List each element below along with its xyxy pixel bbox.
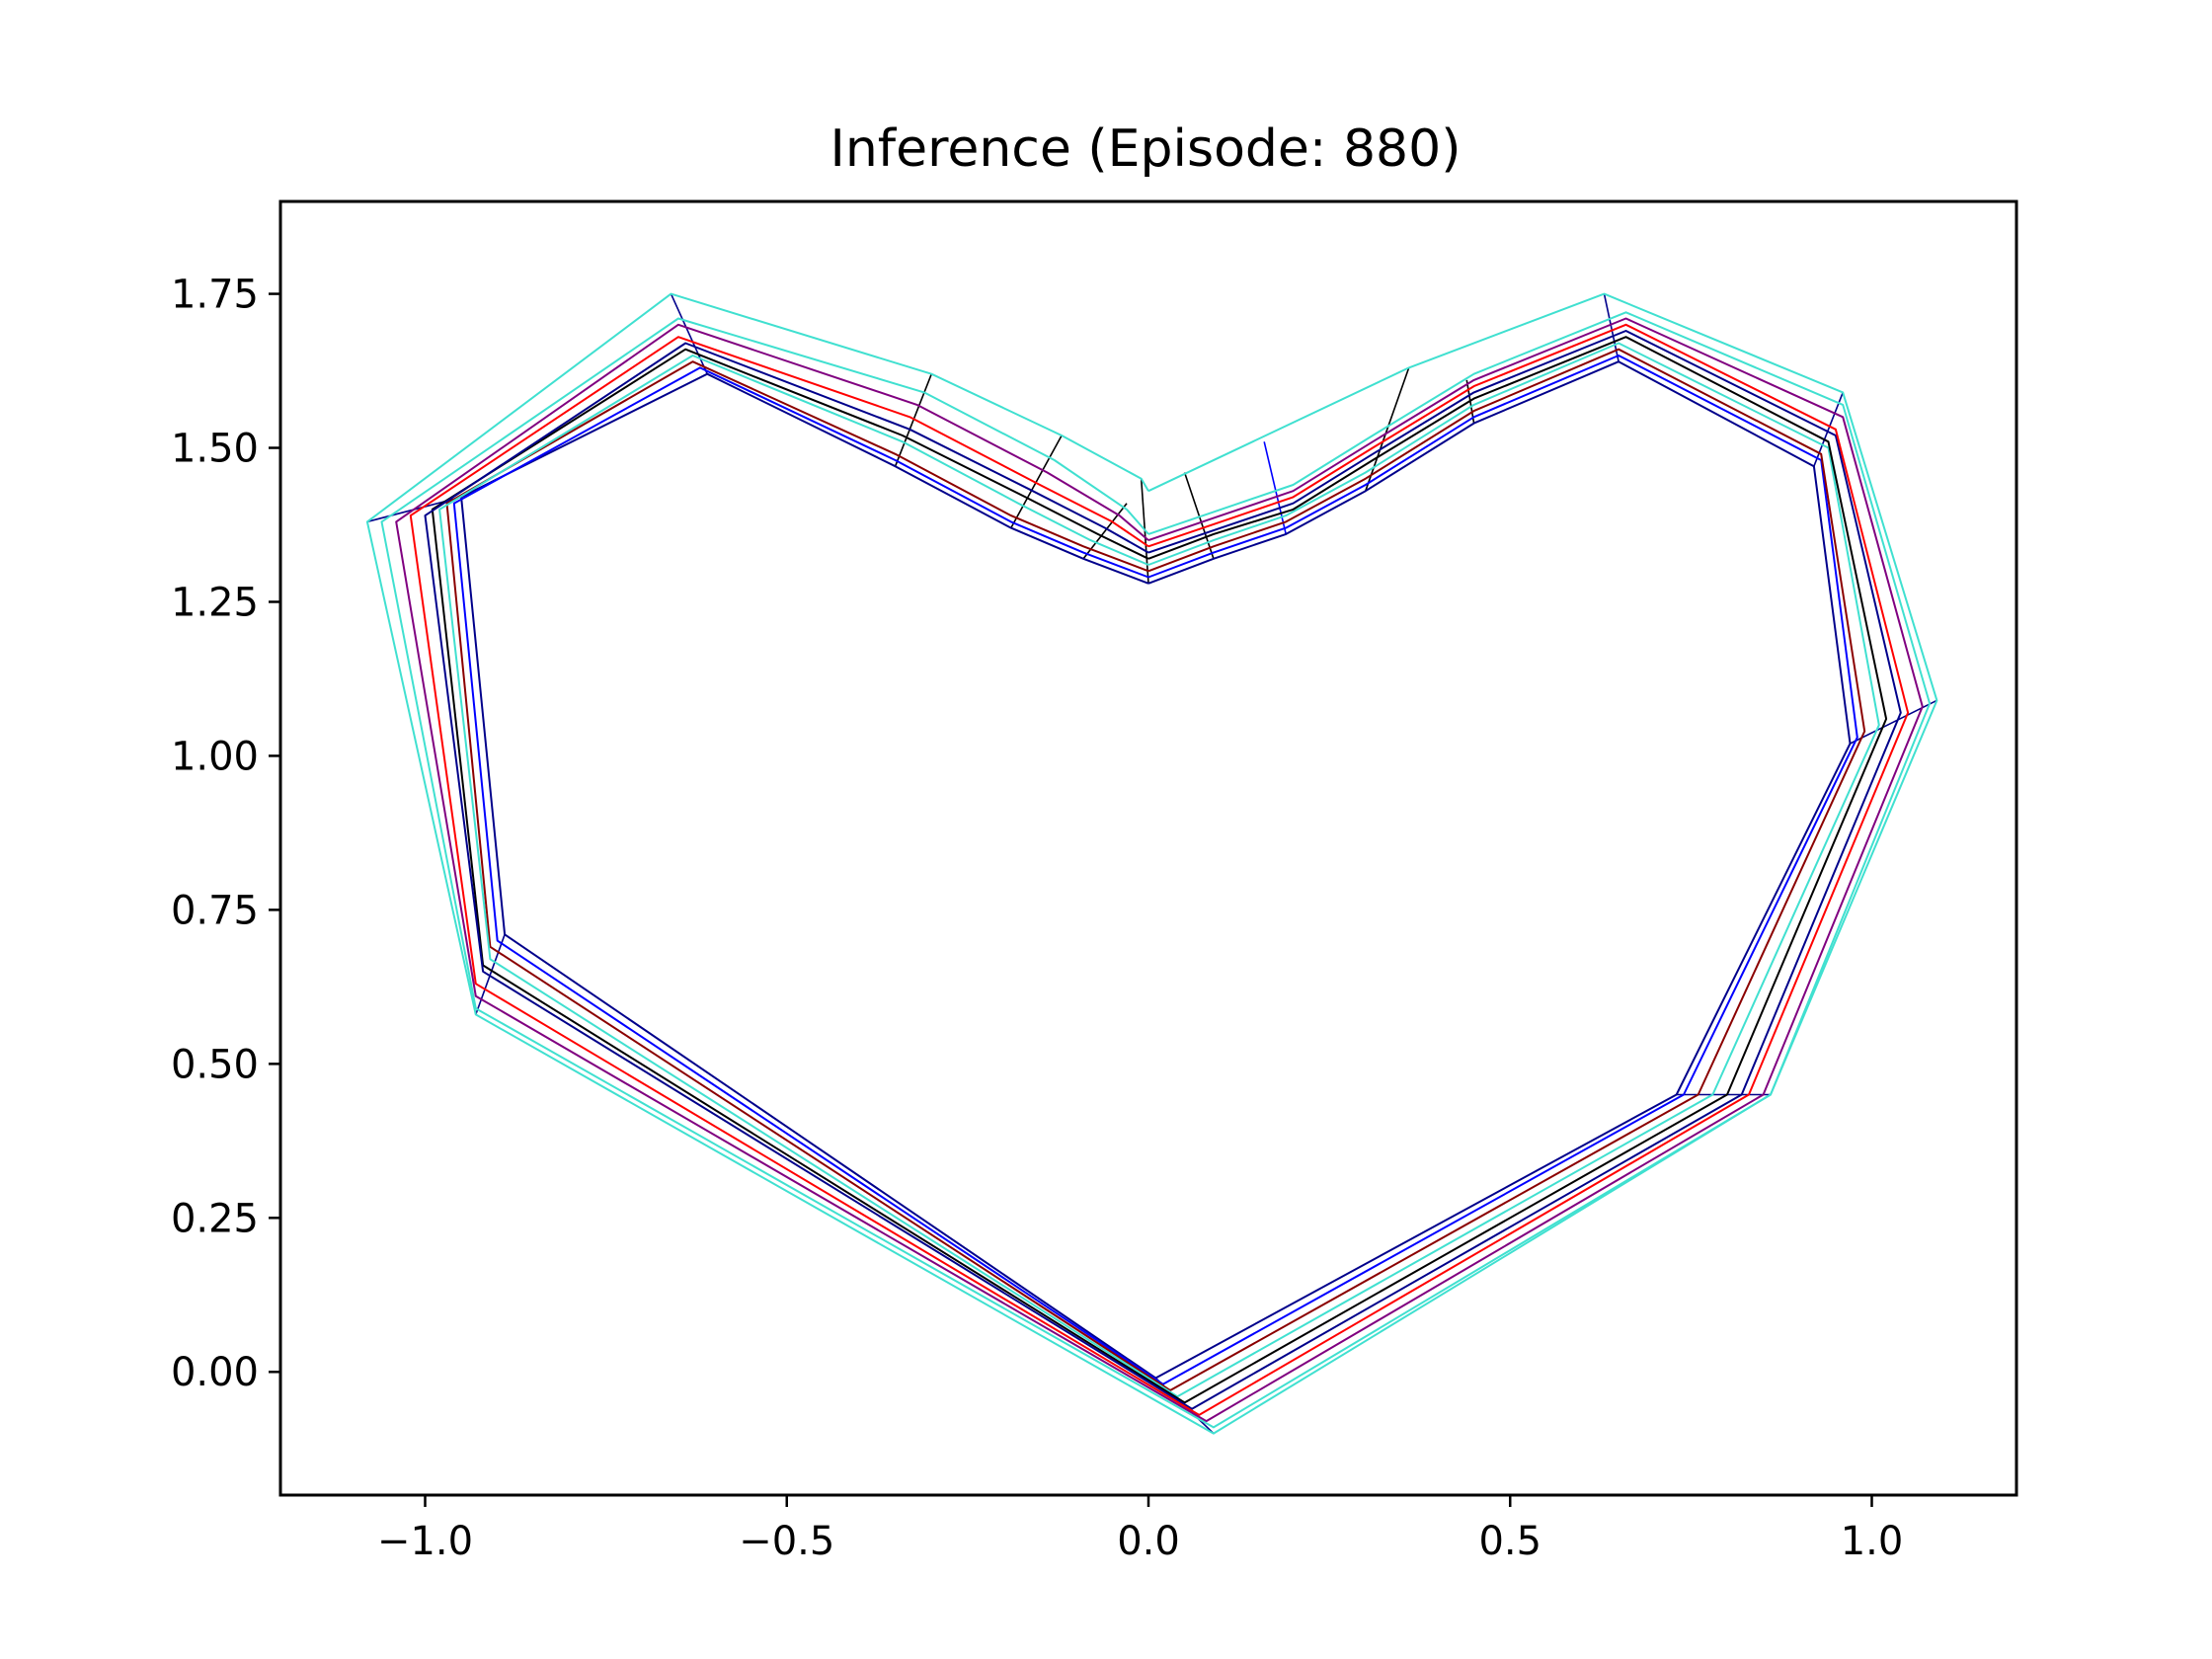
y-tick-label: 1.50 xyxy=(171,427,259,472)
y-tick-label: 0.75 xyxy=(171,888,259,933)
connector-line-2 xyxy=(1813,392,1844,467)
x-tick-label: −0.5 xyxy=(739,1519,834,1564)
x-tick-label: −1.0 xyxy=(377,1519,473,1564)
x-tick-label: 1.0 xyxy=(1841,1519,1904,1564)
connector-line-13 xyxy=(1183,472,1215,560)
series-line-2 xyxy=(452,355,1858,1385)
series-line-8 xyxy=(395,317,1924,1423)
x-tick-label: 0.5 xyxy=(1478,1519,1541,1564)
series-line-5 xyxy=(431,336,1888,1404)
connector-line-8 xyxy=(670,293,708,375)
connector-line-9 xyxy=(894,373,933,467)
y-tick-label: 1.25 xyxy=(171,580,259,625)
series-line-7 xyxy=(409,323,1910,1416)
plot-area xyxy=(365,292,1938,1435)
y-tick-label: 0.00 xyxy=(171,1350,259,1395)
connector-line-15 xyxy=(1365,367,1410,492)
series-line-1 xyxy=(460,360,1852,1380)
chart-title: Inference (Episode: 880) xyxy=(830,119,1462,179)
y-tick-label: 0.50 xyxy=(171,1042,259,1087)
y-axis: 0.00 0.25 0.50 0.75 1.00 1.25 1.50 1.75 xyxy=(171,273,280,1395)
series-line-10 xyxy=(365,292,1938,1435)
x-axis: −1.0 −0.5 0.0 0.5 1.0 xyxy=(377,1495,1903,1564)
series-line-6 xyxy=(424,330,1902,1410)
series-line-4 xyxy=(438,342,1880,1398)
series-line-3 xyxy=(445,348,1866,1391)
connector-line-10 xyxy=(1010,434,1063,528)
y-tick-label: 1.75 xyxy=(171,273,259,318)
connector-line-6 xyxy=(475,934,506,1015)
y-tick-label: 0.25 xyxy=(171,1196,259,1241)
y-tick-label: 1.00 xyxy=(171,734,259,779)
x-tick-label: 0.0 xyxy=(1117,1519,1180,1564)
connector-line-14 xyxy=(1263,441,1287,535)
